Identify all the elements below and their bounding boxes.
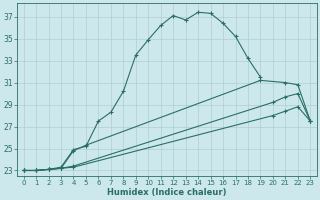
X-axis label: Humidex (Indice chaleur): Humidex (Indice chaleur) <box>107 188 227 197</box>
